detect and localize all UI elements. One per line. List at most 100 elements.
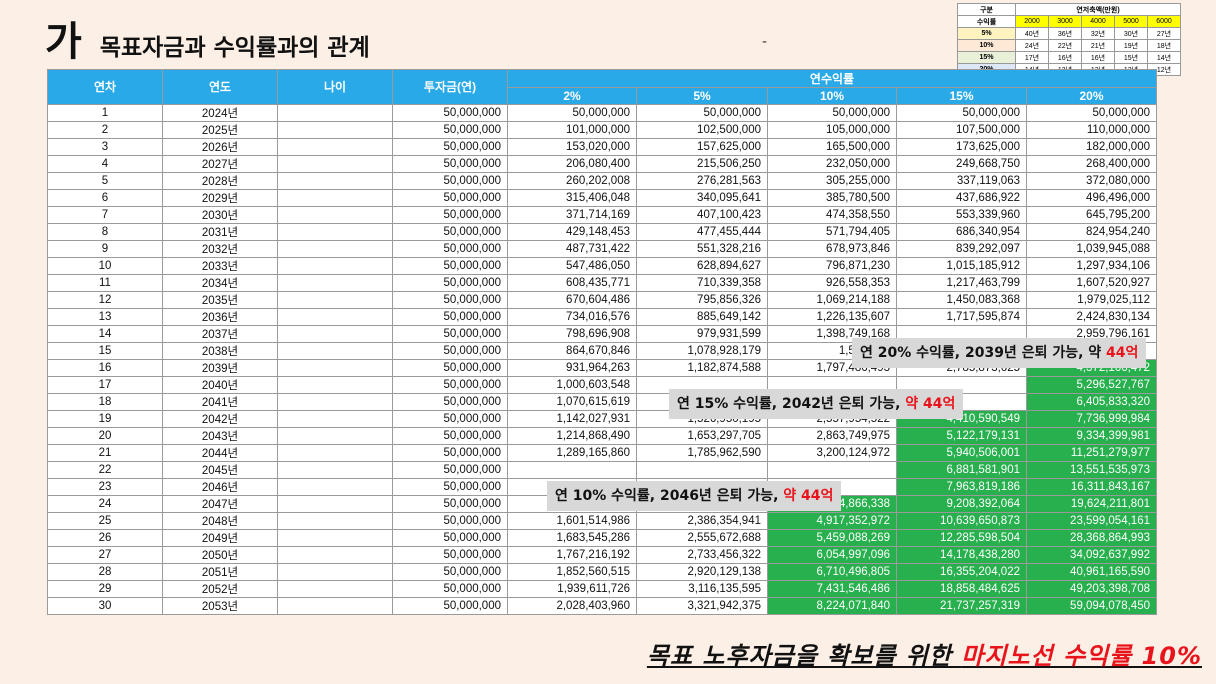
cell-age [277, 528, 393, 547]
ref-gubun: 구분 [957, 3, 1016, 16]
cell-age [277, 154, 393, 173]
callout-amount: 약 44억 [783, 488, 834, 504]
cell-value: 12,285,598,504 [896, 528, 1027, 547]
cell-invest: 50,000,000 [392, 324, 508, 343]
cell-value: 182,000,000 [1026, 137, 1157, 156]
cell-value: 28,368,864,993 [1026, 528, 1157, 547]
cell-value: 11,251,279,977 [1026, 443, 1157, 462]
callout-amount: 약 44억 [905, 396, 956, 412]
cell-value: 496,496,000 [1026, 188, 1157, 207]
cell-year: 2041년 [162, 392, 278, 411]
cell-value: 551,328,216 [636, 239, 768, 258]
cell-value: 2,424,830,134 [1026, 307, 1157, 326]
cell-invest: 50,000,000 [392, 290, 508, 309]
cell-yeoncha: 8 [47, 222, 163, 241]
cell-yeoncha: 23 [47, 477, 163, 496]
cell-year: 2030년 [162, 205, 278, 224]
cell-year: 2040년 [162, 375, 278, 394]
table-row: 12 2035년 50,000,000 670,604,486 795,856,326 1… [47, 290, 1157, 309]
ref-years: 24년 [1015, 39, 1049, 52]
cell-invest: 50,000,000 [392, 222, 508, 241]
cell-age [277, 426, 393, 445]
cell-value: 50,000,000 [636, 103, 768, 122]
cell-year: 2047년 [162, 494, 278, 513]
cell-value: 1,297,934,106 [1026, 256, 1157, 275]
cell-yeoncha: 1 [47, 103, 163, 122]
table-row: 5 2028년 50,000,000 260,202,008 276,281,563 30… [47, 171, 1157, 190]
table-row: 27 2050년 50,000,000 1,767,216,192 2,733,456,… [47, 545, 1157, 564]
cell-age [277, 290, 393, 309]
cell-value: 1,601,514,986 [507, 511, 637, 530]
table-row: 7 2030년 50,000,000 371,714,169 407,100,423 47… [47, 205, 1157, 224]
cell-value: 487,731,422 [507, 239, 637, 258]
ref-years: 18년 [1147, 39, 1181, 52]
cell-invest: 50,000,000 [392, 528, 508, 547]
cell-value: 7,736,999,984 [1026, 409, 1157, 428]
cell-year: 2051년 [162, 562, 278, 581]
reference-table: 구분 연저축액(만원) 수익률 2000 3000 4000 5000 6000… [957, 3, 1181, 76]
cell-value: 429,148,453 [507, 222, 637, 241]
cell-invest: 50,000,000 [392, 239, 508, 258]
cell-value: 2,386,354,941 [636, 511, 768, 530]
table-row: 26 2049년 50,000,000 1,683,545,286 2,555,672,… [47, 528, 1157, 547]
cell-invest: 50,000,000 [392, 120, 508, 139]
cell-year: 2028년 [162, 171, 278, 190]
ref-amount: 5000 [1114, 15, 1148, 28]
cell-age [277, 375, 393, 394]
cell-value: 710,339,358 [636, 273, 768, 292]
header-returns: 연수익률 [507, 69, 1157, 88]
cell-value: 34,092,637,992 [1026, 545, 1157, 564]
cell-yeoncha: 28 [47, 562, 163, 581]
cell-invest: 50,000,000 [392, 443, 508, 462]
bottom-caption: 목표 노후자금을 확보를 위한 마지노선 수익률 10% [647, 636, 1202, 671]
cell-value: 474,358,550 [767, 205, 897, 224]
cell-value: 670,604,486 [507, 290, 637, 309]
cell-value: 885,649,142 [636, 307, 768, 326]
cell-age [277, 324, 393, 343]
cell-value: 1,939,611,726 [507, 579, 637, 598]
table-row: 13 2036년 50,000,000 734,016,576 885,649,142 1… [47, 307, 1157, 326]
cell-invest: 50,000,000 [392, 477, 508, 496]
cell-value: 1,683,545,286 [507, 528, 637, 547]
cell-year: 2026년 [162, 137, 278, 156]
cell-yeoncha: 3 [47, 137, 163, 156]
cell-invest: 50,000,000 [392, 205, 508, 224]
cell-yeoncha: 6 [47, 188, 163, 207]
cell-yeoncha: 26 [47, 528, 163, 547]
cell-year: 2033년 [162, 256, 278, 275]
header-rate: 15% [896, 87, 1027, 105]
ref-years: 36년 [1048, 27, 1082, 40]
cell-yeoncha: 27 [47, 545, 163, 564]
cell-value: 16,355,204,022 [896, 562, 1027, 581]
cell-value: 1,015,185,912 [896, 256, 1027, 275]
cell-yeoncha: 20 [47, 426, 163, 445]
cell-value: 2,028,403,960 [507, 596, 637, 615]
cell-value: 5,940,506,001 [896, 443, 1027, 462]
cell-value: 1,717,595,874 [896, 307, 1027, 326]
cell-yeoncha: 4 [47, 154, 163, 173]
cell-value: 5,459,088,269 [767, 528, 897, 547]
cell-age [277, 596, 393, 615]
table-row: 25 2048년 50,000,000 1,601,514,986 2,386,354,… [47, 511, 1157, 530]
cell-invest: 50,000,000 [392, 392, 508, 411]
cell-value: 571,794,405 [767, 222, 897, 241]
cell-value: 3,200,124,972 [767, 443, 897, 462]
cell-year: 2037년 [162, 324, 278, 343]
cell-value: 6,405,833,320 [1026, 392, 1157, 411]
table-row: 18 2041년 50,000,000 1,070,615,619 6,405,833,… [47, 392, 1157, 411]
cell-value: 2,920,129,138 [636, 562, 768, 581]
cell-age [277, 103, 393, 122]
ref-years: 21년 [1081, 39, 1115, 52]
cell-age [277, 137, 393, 156]
cell-value: 49,203,398,708 [1026, 579, 1157, 598]
cell-value: 4,917,352,972 [767, 511, 897, 530]
cell-year: 2024년 [162, 103, 278, 122]
cell-value: 864,670,846 [507, 341, 637, 360]
cell-value: 553,339,960 [896, 205, 1027, 224]
cell-value: 628,894,627 [636, 256, 768, 275]
cell-value: 1,000,603,548 [507, 375, 637, 394]
cell-year: 2048년 [162, 511, 278, 530]
cell-yeoncha: 14 [47, 324, 163, 343]
cell-value: 21,737,257,319 [896, 596, 1027, 615]
cell-value: 153,020,000 [507, 137, 637, 156]
